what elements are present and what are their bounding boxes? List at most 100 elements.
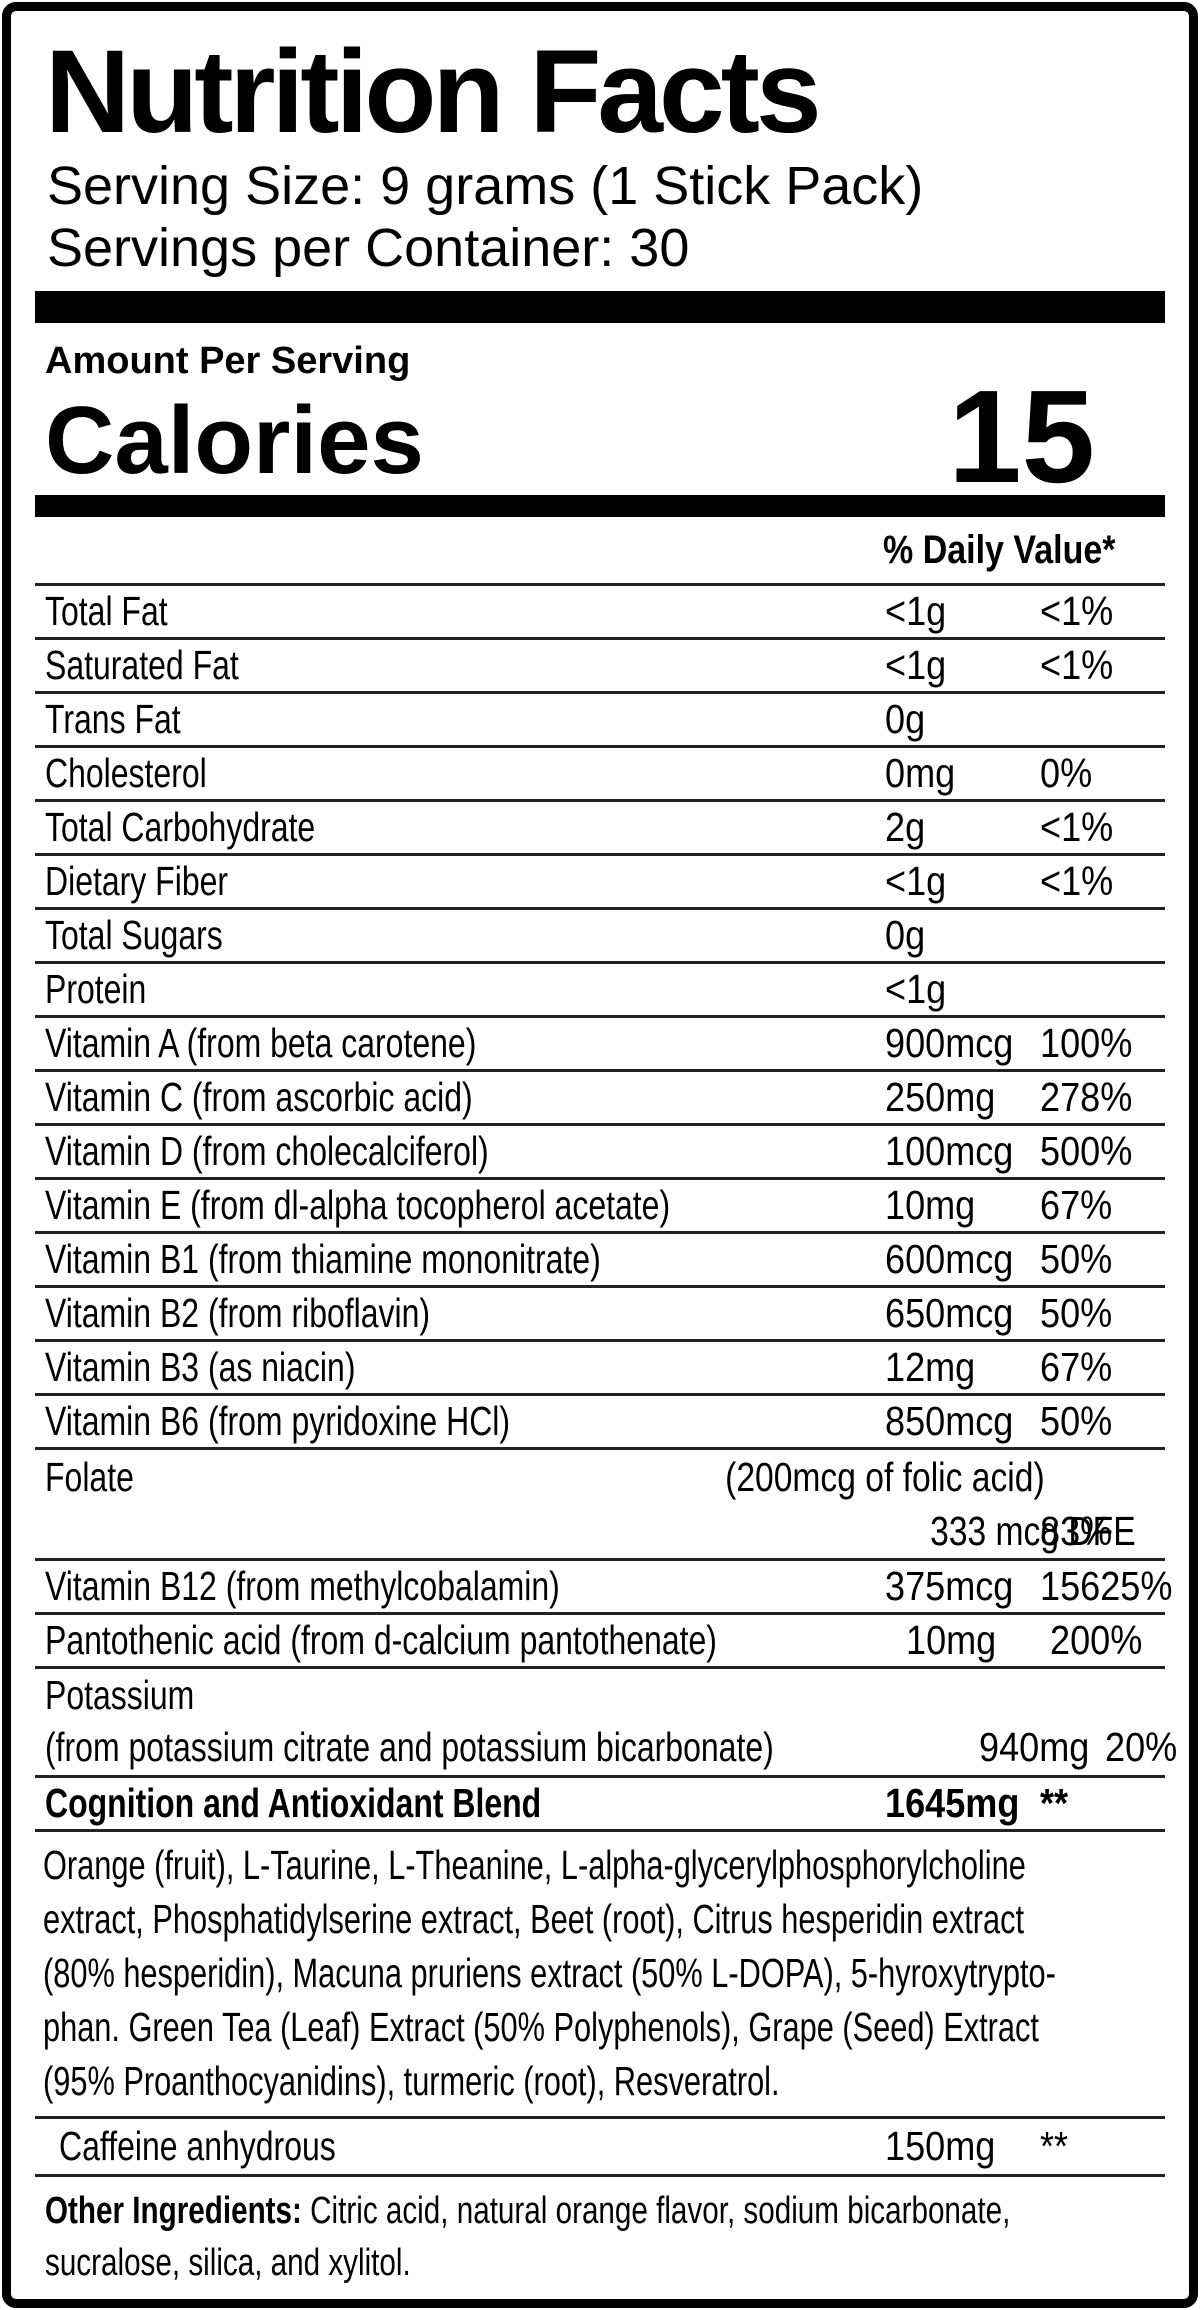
row-label: Vitamin B6 (from pyridoxine HCl) [45, 1398, 511, 1444]
row-label: Vitamin B1 (from thiamine mononitrate) [45, 1236, 601, 1282]
row-amount: 0g [885, 696, 926, 742]
row-amount: 10mg [885, 1182, 976, 1228]
table-row-vitamin-e: Vitamin E (from dl-alpha tocopherol acet… [35, 1177, 1165, 1231]
row-amount: <1g [885, 642, 947, 688]
table-row-pantothenic-acid: Pantothenic acid (from d-calcium pantoth… [35, 1612, 1165, 1666]
row-label: Pantothenic acid (from d-calcium pantoth… [45, 1617, 717, 1663]
row-dv: 50% [1040, 1290, 1113, 1336]
amount-per-serving-label: Amount Per Serving [45, 340, 411, 382]
row-amount: 0mg [885, 750, 956, 796]
row-label: Vitamin B12 (from methylcobalamin) [45, 1563, 560, 1609]
row-label: Total Fat [45, 588, 168, 634]
table-row-saturated-fat: Saturated Fat <1g <1% [35, 637, 1165, 691]
folate-note: (200mcg of folic acid) [725, 1453, 1045, 1500]
blend-ingredients-paragraph: Orange (fruit), L-Taurine, L-Theanine, L… [35, 1829, 1165, 2116]
table-row-trans-fat: Trans Fat 0g [35, 691, 1165, 745]
row-dv: 200% [1049, 1617, 1142, 1663]
row-amount: 1645mg [885, 1780, 1020, 1826]
calories-row: Calories 15 [35, 363, 1165, 510]
table-row-vitamin-d: Vitamin D (from cholecalciferol) 100mcg … [35, 1123, 1165, 1177]
row-label: Vitamin E (from dl-alpha tocopherol acet… [45, 1182, 671, 1228]
servings-per-container-text: Servings per Container: 30 [47, 218, 690, 278]
row-label: Total Carbohydrate [45, 804, 316, 850]
other-ingredients-label: Other Ingredients: [45, 2190, 302, 2232]
row-amount: 940mg [979, 1723, 1090, 1770]
daily-value-header-text: % Daily Value* [882, 528, 1115, 572]
row-dv: 50% [1040, 1398, 1113, 1444]
row-dv: 20% [1104, 1723, 1177, 1770]
row-amount: 10mg [906, 1617, 997, 1663]
row-dv: <1% [1040, 588, 1114, 634]
row-label: Folate [45, 1453, 134, 1500]
row-label: Protein [45, 966, 147, 1012]
row-label: Total Sugars [45, 912, 223, 958]
row-label: Vitamin A (from beta carotene) [45, 1020, 477, 1066]
row-dv: <1% [1040, 804, 1114, 850]
row-amount: 900mcg [885, 1020, 1014, 1066]
calories-label: Calories [45, 387, 424, 494]
potassium-sub-label: (from potassium citrate and potassium bi… [45, 1723, 774, 1770]
table-row-vitamin-b2: Vitamin B2 (from riboflavin) 650mcg 50% [35, 1285, 1165, 1339]
row-label: Potassium [45, 1672, 195, 1718]
row-label: Cognition and Antioxidant Blend [45, 1780, 542, 1826]
row-dv: 67% [1040, 1344, 1113, 1390]
table-row-vitamin-a: Vitamin A (from beta carotene) 900mcg 10… [35, 1015, 1165, 1069]
potassium-line-2: (from potassium citrate and potassium bi… [45, 1719, 1177, 1775]
row-label: Dietary Fiber [45, 858, 229, 904]
table-row-folate: Folate (200mcg of folic acid) 333 mcg DF… [35, 1447, 1165, 1558]
row-label: Saturated Fat [45, 642, 239, 688]
row-dv: 100% [1040, 1020, 1133, 1066]
daily-value-header: % Daily Value* [35, 517, 1165, 583]
table-row-vitamin-b1: Vitamin B1 (from thiamine mononitrate) 6… [35, 1231, 1165, 1285]
table-row-vitamin-b3: Vitamin B3 (as niacin) 12mg 67% [35, 1339, 1165, 1393]
table-row-total-sugars: Total Sugars 0g [35, 907, 1165, 961]
other-ingredients-line-1: Other Ingredients: Citric acid, natural … [45, 2185, 1010, 2237]
row-label: Caffeine anhydrous [59, 2123, 336, 2169]
row-label: Cholesterol [45, 750, 207, 796]
table-row-vitamin-c: Vitamin C (from ascorbic acid) 250mg 278… [35, 1069, 1165, 1123]
page-title: Nutrition Facts [45, 26, 822, 158]
row-label: Trans Fat [45, 696, 181, 742]
table-row-total-carbohydrate: Total Carbohydrate 2g <1% [35, 799, 1165, 853]
other-ingredients-line-2: sucralose, silica, and xylitol. [45, 2237, 919, 2289]
row-label: Vitamin D (from cholecalciferol) [45, 1128, 489, 1174]
row-dv: 67% [1040, 1182, 1113, 1228]
calories-divider-bar [35, 495, 1165, 517]
row-amount: 650mcg [885, 1290, 1014, 1336]
row-label: Vitamin C (from ascorbic acid) [45, 1074, 473, 1120]
table-row-cholesterol: Cholesterol 0mg 0% [35, 745, 1165, 799]
row-amount: 150mg [885, 2123, 996, 2169]
folate-line-1: Folate (200mcg of folic acid) [45, 1450, 1165, 1504]
folate-line-2: 333 mcg DFE 83% [45, 1504, 1165, 1558]
row-dv: 278% [1040, 1074, 1133, 1120]
row-dv: 0% [1040, 750, 1093, 796]
potassium-line-1: Potassium [45, 1669, 1165, 1719]
table-row-caffeine: Caffeine anhydrous 150mg ** [35, 2116, 1165, 2174]
table-row-total-fat: Total Fat <1g <1% [35, 583, 1165, 637]
other-ingredients-text-2: sucralose, silica, and xylitol. [45, 2242, 411, 2284]
other-ingredients-text-1: Citric acid, natural orange flavor, sodi… [301, 2190, 1011, 2232]
table-row-potassium: Potassium (from potassium citrate and po… [35, 1666, 1177, 1775]
row-label: Vitamin B3 (as niacin) [45, 1344, 356, 1390]
row-amount: <1g [885, 858, 947, 904]
row-dv: 15625% [1040, 1563, 1173, 1609]
row-amount: 2g [885, 804, 926, 850]
row-label: Vitamin B2 (from riboflavin) [45, 1290, 431, 1336]
row-amount: 375mcg [885, 1563, 1014, 1609]
table-row-protein: Protein <1g [35, 961, 1165, 1015]
table-row-vitamin-b6: Vitamin B6 (from pyridoxine HCl) 850mcg … [35, 1393, 1165, 1447]
row-amount: 250mg [885, 1074, 996, 1120]
row-amount: 850mcg [885, 1398, 1014, 1444]
row-amount: 0g [885, 912, 926, 958]
row-amount: 333 mcg DFE [930, 1507, 1136, 1554]
table-row-dietary-fiber: Dietary Fiber <1g <1% [35, 853, 1165, 907]
row-dv: <1% [1040, 642, 1114, 688]
row-dv: 500% [1040, 1128, 1133, 1174]
row-amount: 100mcg [885, 1128, 1014, 1174]
blend-ingredients-text: Orange (fruit), L-Taurine, L-Theanine, L… [43, 1842, 1056, 2104]
header-divider-bar [35, 291, 1165, 323]
row-amount: <1g [885, 588, 947, 634]
calories-value: 15 [948, 363, 1095, 510]
row-dv: <1% [1040, 858, 1114, 904]
